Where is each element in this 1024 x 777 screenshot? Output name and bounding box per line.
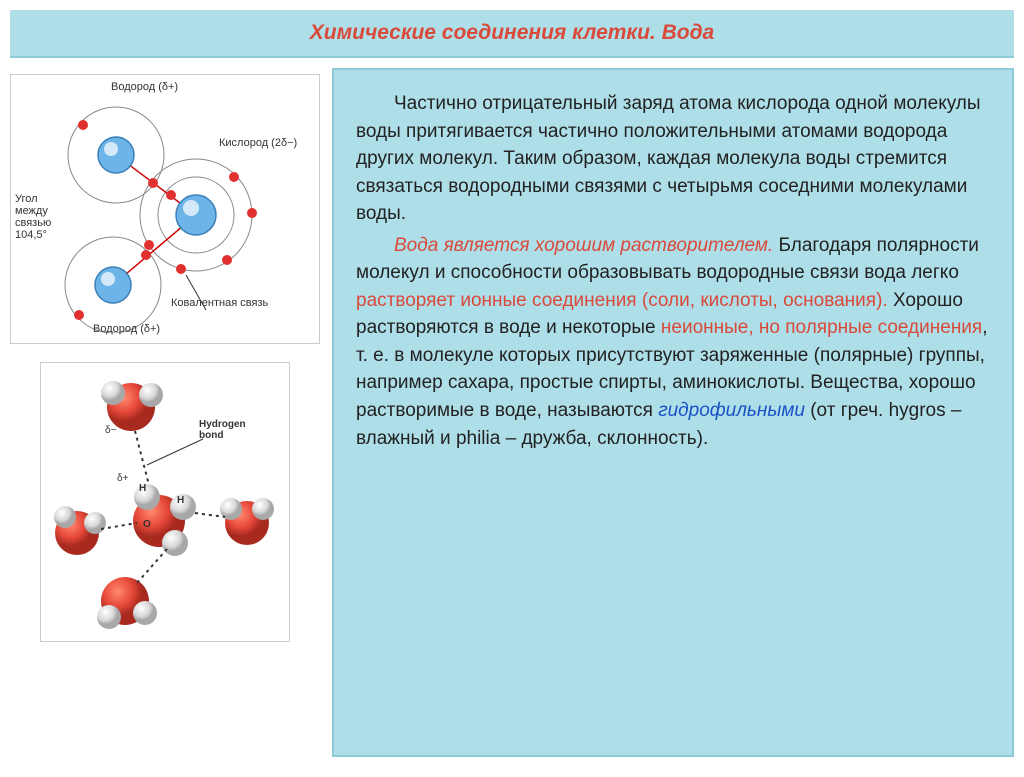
label-angle: Угол между связью 104,5°	[15, 193, 73, 241]
p1-text: Частично отрицательный заряд атома кисло…	[356, 93, 981, 224]
label-oxygen: Кислород (2δ−)	[219, 137, 297, 149]
label-covalent: Ковалентная связь	[171, 297, 268, 309]
content-row: Водород (δ+) Кислород (2δ−) Угол между с…	[0, 58, 1024, 767]
p2-red1: растворяет ионные соединения (соли, кисл…	[356, 290, 888, 311]
label-hydrogen-top: Водород (δ+)	[111, 81, 178, 93]
text-panel: Частично отрицательный заряд атома кисло…	[332, 68, 1014, 757]
p2-red2: неионные, но полярные соединения	[661, 317, 982, 338]
label-delta-plus: δ+	[117, 473, 128, 484]
diagram-water-covalent: Водород (δ+) Кислород (2δ−) Угол между с…	[10, 74, 320, 344]
label-H2: H	[177, 495, 184, 506]
slide-title: Химические соединения клетки. Вода	[310, 21, 714, 45]
left-column: Водород (δ+) Кислород (2δ−) Угол между с…	[10, 68, 320, 757]
label-hydrogen-bottom: Водород (δ+)	[93, 323, 160, 335]
paragraph-1: Частично отрицательный заряд атома кисло…	[356, 90, 990, 228]
hbond-svg	[51, 373, 279, 631]
title-bar: Химические соединения клетки. Вода	[10, 10, 1014, 58]
slide: Химические соединения клетки. Вода	[0, 10, 1024, 777]
label-H1: H	[139, 483, 146, 494]
label-delta-minus: δ−	[105, 425, 116, 436]
diagram-hydrogen-bond: δ− δ+ Hydrogen bond H H O	[40, 362, 290, 642]
label-hydrogen-bond: Hydrogen bond	[199, 419, 259, 441]
paragraph-2: Вода является хорошим растворителем. Бла…	[356, 232, 990, 452]
p2-blue: гидрофильными	[658, 400, 805, 421]
label-O: O	[143, 519, 151, 530]
p2-lead: Вода является хорошим растворителем.	[394, 235, 773, 256]
